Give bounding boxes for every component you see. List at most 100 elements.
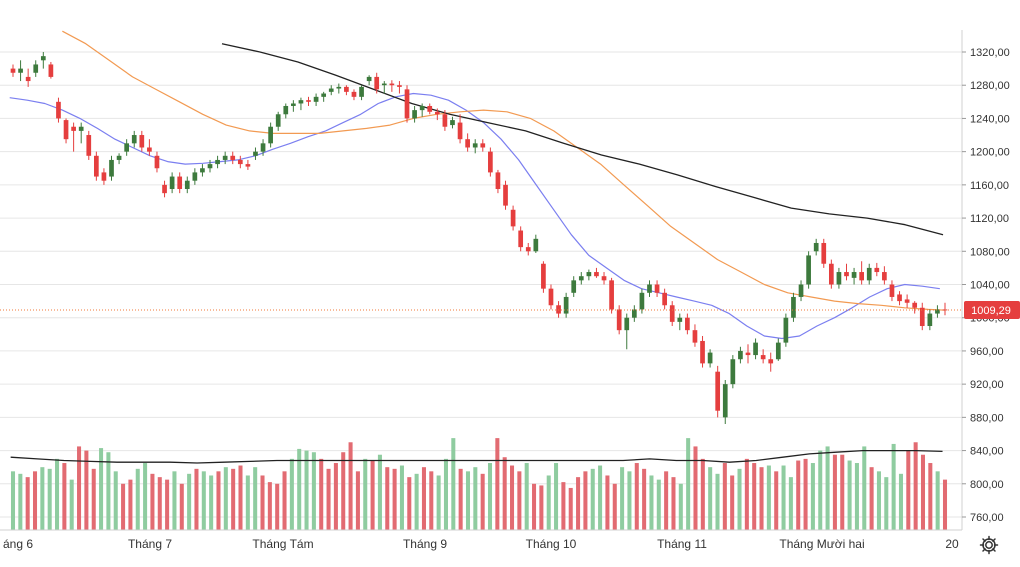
candle[interactable] xyxy=(450,116,455,129)
candle[interactable] xyxy=(222,151,228,165)
candle[interactable] xyxy=(692,324,698,347)
candle[interactable] xyxy=(525,242,531,256)
candle[interactable] xyxy=(291,100,296,112)
candle[interactable] xyxy=(722,379,728,424)
candle[interactable] xyxy=(609,277,614,314)
candle[interactable] xyxy=(882,266,887,285)
candle[interactable] xyxy=(874,262,880,277)
candle[interactable] xyxy=(275,111,281,131)
candle[interactable] xyxy=(351,89,357,101)
candle[interactable] xyxy=(184,176,190,194)
candle[interactable] xyxy=(230,151,236,165)
candle[interactable] xyxy=(116,153,122,165)
price-candles[interactable] xyxy=(10,52,948,424)
candle[interactable] xyxy=(935,305,940,318)
candle[interactable] xyxy=(518,226,524,252)
candle[interactable] xyxy=(260,139,266,156)
candle[interactable] xyxy=(639,288,645,314)
candle[interactable] xyxy=(336,83,342,94)
time-axis[interactable]: áng 6 Tháng 7 Tháng Tám Tháng 9 Tháng 10 Thán… xyxy=(3,537,959,551)
candle[interactable] xyxy=(434,108,440,121)
candle[interactable] xyxy=(791,292,796,322)
candle[interactable] xyxy=(821,238,827,268)
candle[interactable] xyxy=(245,159,251,170)
candle[interactable] xyxy=(813,238,819,256)
candle[interactable] xyxy=(374,72,380,94)
candle[interactable] xyxy=(586,269,592,281)
candle[interactable] xyxy=(859,261,864,285)
candle[interactable] xyxy=(601,272,607,285)
candle[interactable] xyxy=(18,60,23,82)
candle[interactable] xyxy=(33,60,39,77)
candle[interactable] xyxy=(71,122,76,152)
candle[interactable] xyxy=(828,259,834,289)
candle[interactable] xyxy=(56,97,61,123)
candle[interactable] xyxy=(700,335,705,368)
chart-settings-button[interactable] xyxy=(978,534,1000,556)
candle[interactable] xyxy=(404,85,410,123)
candle[interactable] xyxy=(662,288,667,310)
candle[interactable] xyxy=(616,305,622,335)
candle[interactable] xyxy=(503,180,508,210)
candle[interactable] xyxy=(268,122,273,148)
candle[interactable] xyxy=(844,263,849,281)
candle[interactable] xyxy=(654,280,660,297)
candle[interactable] xyxy=(768,352,774,372)
candle[interactable] xyxy=(10,64,16,77)
candle[interactable] xyxy=(237,155,243,169)
candle[interactable] xyxy=(677,313,683,331)
candle[interactable] xyxy=(412,105,417,123)
candle[interactable] xyxy=(162,180,167,198)
price-axis[interactable]: 1320,00 1280,00 1240,00 1200,00 1160,00 1120,… xyxy=(962,47,1010,524)
candle[interactable] xyxy=(541,261,546,293)
candle[interactable] xyxy=(510,205,516,231)
candle[interactable] xyxy=(169,172,175,194)
candle[interactable] xyxy=(647,280,652,297)
candle[interactable] xyxy=(738,346,743,364)
candle[interactable] xyxy=(465,133,470,152)
candle[interactable] xyxy=(344,85,349,96)
candle[interactable] xyxy=(760,349,766,364)
candle[interactable] xyxy=(624,313,630,350)
candle[interactable] xyxy=(775,338,781,361)
candle[interactable] xyxy=(200,164,205,177)
candle[interactable] xyxy=(836,267,842,289)
candle[interactable] xyxy=(25,68,31,87)
candle[interactable] xyxy=(381,81,387,94)
candle[interactable] xyxy=(48,61,54,79)
candle[interactable] xyxy=(912,301,918,314)
candle[interactable] xyxy=(798,280,804,302)
candle[interactable] xyxy=(889,280,895,302)
candle[interactable] xyxy=(419,103,425,117)
candle[interactable] xyxy=(480,139,486,152)
candle[interactable] xyxy=(328,85,334,96)
candle[interactable] xyxy=(359,85,364,101)
candle[interactable] xyxy=(753,338,758,360)
candle[interactable] xyxy=(919,302,925,331)
candle[interactable] xyxy=(897,291,902,306)
candle[interactable] xyxy=(571,276,577,297)
candle[interactable] xyxy=(548,284,554,310)
candle[interactable] xyxy=(313,93,319,106)
candle[interactable] xyxy=(147,139,152,156)
candle[interactable] xyxy=(124,139,130,156)
candle[interactable] xyxy=(942,302,948,316)
candle[interactable] xyxy=(851,267,857,285)
candle[interactable] xyxy=(472,139,478,154)
candle[interactable] xyxy=(253,147,258,160)
candle[interactable] xyxy=(594,267,599,278)
candle[interactable] xyxy=(457,114,463,144)
candle[interactable] xyxy=(86,130,92,160)
candle[interactable] xyxy=(783,313,789,347)
candle[interactable] xyxy=(207,159,213,173)
candle[interactable] xyxy=(707,349,713,368)
candle[interactable] xyxy=(669,301,675,327)
candle[interactable] xyxy=(177,172,183,194)
candle[interactable] xyxy=(556,301,561,318)
candle[interactable] xyxy=(866,263,872,285)
candle[interactable] xyxy=(298,97,304,111)
candle[interactable] xyxy=(131,130,137,148)
candle[interactable] xyxy=(306,96,311,106)
candle[interactable] xyxy=(904,294,910,308)
